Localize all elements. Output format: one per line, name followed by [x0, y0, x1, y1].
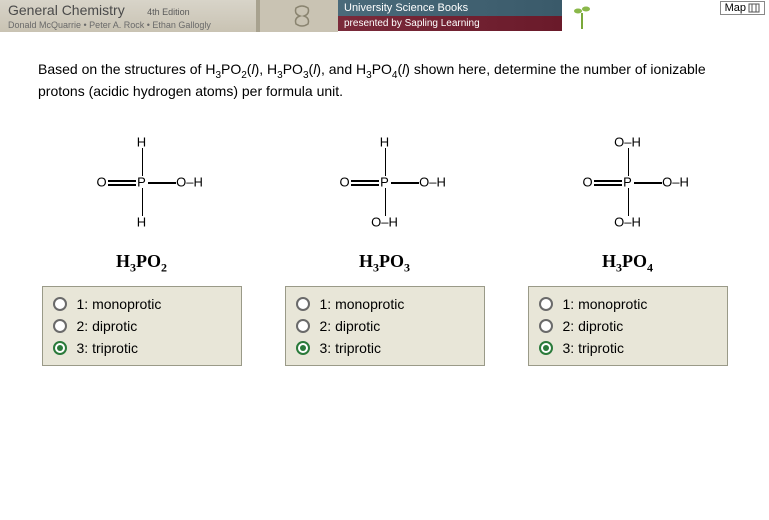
answer-option[interactable]: 3: triprotic — [53, 337, 231, 359]
answer-option[interactable]: 3: triprotic — [539, 337, 717, 359]
book-title: General Chemistry — [8, 2, 125, 18]
molecules-row: POO–HHH H3PO2 1: monoprotic 2: diprotic 3: t… — [38, 127, 731, 366]
answer-options: 1: monoprotic 2: diprotic 3: triprotic — [42, 286, 242, 366]
radio-icon — [539, 297, 553, 311]
answer-option[interactable]: 2: diprotic — [296, 315, 474, 337]
map-icon — [748, 3, 760, 13]
answer-option[interactable]: 1: monoprotic — [539, 293, 717, 315]
option-label: 2: diprotic — [563, 318, 624, 334]
option-label: 3: triprotic — [77, 340, 138, 356]
radio-icon — [539, 319, 553, 333]
lewis-structure: POO–HHH — [57, 127, 227, 237]
radio-icon — [53, 319, 67, 333]
lewis-structure: POO–HHO–H — [300, 127, 470, 237]
answer-options: 1: monoprotic 2: diprotic 3: triprotic — [528, 286, 728, 366]
molecular-formula: H3PO3 — [359, 251, 410, 276]
answer-options: 1: monoprotic 2: diprotic 3: triprotic — [285, 286, 485, 366]
question-area: Based on the structures of H3PO2(l), H3P… — [0, 32, 769, 394]
map-button[interactable]: Map — [720, 1, 765, 15]
option-label: 3: triprotic — [563, 340, 624, 356]
answer-option[interactable]: 1: monoprotic — [53, 293, 231, 315]
option-label: 2: diprotic — [320, 318, 381, 334]
answer-option[interactable]: 2: diprotic — [539, 315, 717, 337]
lewis-structure: POO–HO–HO–H — [543, 127, 713, 237]
map-button-label: Map — [725, 2, 746, 14]
radio-icon — [539, 341, 553, 355]
radio-icon — [296, 341, 310, 355]
answer-option[interactable]: 2: diprotic — [53, 315, 231, 337]
molecule-column: POO–HHH H3PO2 1: monoprotic 2: diprotic 3: t… — [38, 127, 245, 366]
molecule-column: POO–HHO–H H3PO3 1: monoprotic 2: diprotic 3:… — [281, 127, 488, 366]
option-label: 1: monoprotic — [563, 296, 648, 312]
sprout-icon — [562, 0, 602, 32]
answer-option[interactable]: 3: triprotic — [296, 337, 474, 359]
header-decoration — [260, 0, 338, 32]
publisher-block: University Science Books presented by Sa… — [338, 0, 562, 32]
answer-option[interactable]: 1: monoprotic — [296, 293, 474, 315]
option-label: 2: diprotic — [77, 318, 138, 334]
option-label: 1: monoprotic — [77, 296, 162, 312]
publisher-name: University Science Books — [338, 0, 562, 16]
molecular-formula: H3PO2 — [116, 251, 167, 276]
knot-icon — [290, 4, 314, 28]
question-text: Based on the structures of H3PO2(l), H3P… — [38, 60, 731, 101]
presented-by: presented by Sapling Learning — [338, 16, 562, 31]
book-authors: Donald McQuarrie • Peter A. Rock • Ethan… — [8, 20, 248, 30]
molecular-formula: H3PO4 — [602, 251, 653, 276]
book-edition: 4th Edition — [147, 7, 190, 17]
option-label: 1: monoprotic — [320, 296, 405, 312]
page-header: General Chemistry 4th Edition Donald McQ… — [0, 0, 603, 32]
book-info: General Chemistry 4th Edition Donald McQ… — [0, 0, 260, 32]
radio-icon — [53, 297, 67, 311]
radio-icon — [296, 297, 310, 311]
radio-icon — [53, 341, 67, 355]
molecule-column: POO–HO–HO–H H3PO4 1: monoprotic 2: diprotic… — [524, 127, 731, 366]
option-label: 3: triprotic — [320, 340, 381, 356]
radio-icon — [296, 319, 310, 333]
